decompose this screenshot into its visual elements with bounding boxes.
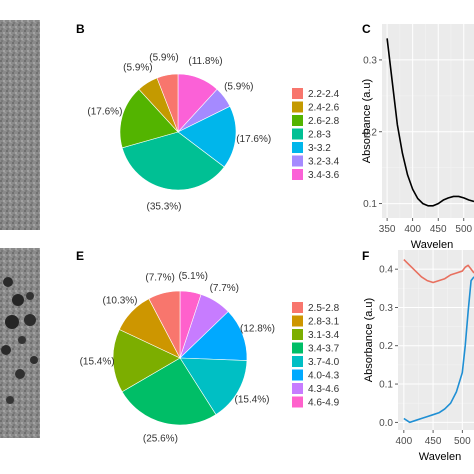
- x-tick-label: 500: [455, 224, 472, 235]
- legend-b: 2.2-2.4 2.4-2.6 2.6-2.8 2.8-3 3-3.2 3.2-3.4 3.…: [292, 88, 340, 181]
- legend-label: 2.5-2.8: [308, 303, 340, 314]
- pie-slice: [112, 329, 181, 393]
- pie-slice: [177, 105, 237, 168]
- pie-chart-e: (5.1%)(7.7%)(12.8%)(15.4%)(25.6%)(15.4%)…: [80, 271, 275, 445]
- legend-label: 2.8-3.1: [308, 317, 340, 328]
- legend-swatch: [292, 383, 303, 394]
- pie-slice: [121, 357, 217, 426]
- legend-label: 4.0-4.3: [308, 371, 340, 382]
- x-axis-title: Wavelen: [411, 239, 453, 251]
- y-tick-label: 0.1: [379, 380, 393, 391]
- legend-swatch: [292, 369, 303, 381]
- legend-swatch: [292, 115, 303, 126]
- legend-swatch: [292, 155, 303, 167]
- legend-swatch: [292, 329, 303, 340]
- legend-label: 3.4-3.7: [308, 344, 340, 355]
- pie-percent-label: (17.6%): [87, 106, 122, 117]
- pie-percent-label: (12.8%): [240, 323, 275, 334]
- pie-percent-label: (15.4%): [80, 357, 115, 368]
- legend-label: 4.3-4.6: [308, 384, 340, 395]
- pie-percent-label: (10.3%): [102, 296, 137, 307]
- x-tick-label: 450: [425, 436, 442, 447]
- y-tick-label: 0.2: [363, 127, 377, 138]
- x-axis-title: Wavelen: [419, 451, 461, 463]
- pie-percent-label: (5.9%): [149, 52, 178, 63]
- y-tick-label: 0.0: [379, 418, 393, 429]
- pie-slice: [121, 131, 225, 191]
- pie-percent-label: (5.9%): [224, 81, 253, 92]
- pie-percent-label: (15.4%): [234, 394, 269, 405]
- legend-swatch: [292, 356, 303, 367]
- legend-label: 3-3.2: [308, 143, 331, 154]
- legend-label: 2.2-2.4: [308, 89, 340, 100]
- tem-image-a: [0, 20, 40, 230]
- plot-background: [382, 24, 474, 218]
- pie-percent-label: (25.6%): [143, 434, 178, 445]
- legend-label: 3.1-3.4: [308, 330, 340, 341]
- pie-percent-label: (11.8%): [188, 56, 222, 67]
- panel-letter-e: E: [76, 249, 84, 263]
- pie-percent-label: (7.7%): [145, 272, 174, 283]
- pie-percent-label: (5.9%): [123, 63, 152, 74]
- legend-e: 2.5-2.8 2.8-3.1 3.1-3.4 3.4-3.7 3.7-4.0 4.0-4…: [292, 302, 340, 409]
- legend-label: 3.7-4.0: [308, 357, 340, 368]
- panel-letter-c: C: [362, 22, 371, 36]
- y-tick-label: 0.1: [363, 199, 377, 210]
- legend-swatch: [292, 315, 303, 327]
- tem-image-d: [0, 248, 40, 438]
- y-tick-label: 0.2: [379, 341, 393, 352]
- series-line: [403, 258, 474, 284]
- pie-percent-label: (7.7%): [210, 283, 239, 294]
- pie-chart-b: (11.8%) (5.9%) (17.6%) (35.3%) (17.6%) (5.9%)…: [87, 52, 271, 212]
- x-tick-label: 350: [379, 224, 396, 235]
- line-chart-c: 0.1 0.2 0.3 350 400 450 500 Absorbance (a.u) Wav…: [361, 24, 474, 251]
- line-chart-f: 0.0 0.1 0.2 0.3 0.4 400 450 500 Absorbance (a.u)…: [363, 250, 474, 463]
- legend-label: 2.4-2.6: [308, 103, 340, 114]
- series-line: [386, 38, 474, 207]
- legend-label: 3.2-3.4: [308, 157, 340, 168]
- x-tick-label: 400: [404, 224, 421, 235]
- pie-percent-label: (35.3%): [146, 202, 181, 213]
- legend-label: 3.4-3.6: [308, 170, 340, 181]
- series-line: [403, 276, 474, 424]
- x-tick-label: 500: [454, 436, 471, 447]
- x-tick-label: 450: [430, 224, 447, 235]
- legend-label: 2.6-2.8: [308, 116, 340, 127]
- pie-slice: [156, 73, 179, 133]
- legend-label: 4.6-4.9: [308, 398, 340, 409]
- pie-slice: [179, 357, 248, 415]
- pie-slice: [148, 290, 181, 359]
- y-tick-label: 0.4: [379, 265, 393, 276]
- y-axis-title: Absorbance (a.u): [361, 79, 373, 163]
- legend-swatch: [292, 142, 303, 153]
- legend-swatch: [292, 342, 303, 354]
- legend-swatch: [292, 101, 303, 113]
- legend-swatch: [292, 302, 303, 313]
- panel-letter-f: F: [362, 249, 369, 263]
- y-tick-label: 0.3: [363, 55, 377, 66]
- y-axis-title: Absorbance (a.u): [363, 298, 375, 382]
- legend-label: 2.8-3: [308, 130, 331, 141]
- panel-letter-b: B: [76, 22, 85, 36]
- legend-swatch: [292, 88, 303, 99]
- legend-swatch: [292, 396, 303, 408]
- legend-swatch: [292, 169, 303, 180]
- pie-percent-label: (17.6%): [236, 134, 271, 145]
- y-tick-label: 0.3: [379, 303, 393, 314]
- legend-swatch: [292, 128, 303, 140]
- x-tick-label: 400: [396, 436, 413, 447]
- plot-background: [398, 250, 474, 430]
- pie-slice: [119, 88, 179, 149]
- pie-percent-label: (5.1%): [178, 271, 207, 282]
